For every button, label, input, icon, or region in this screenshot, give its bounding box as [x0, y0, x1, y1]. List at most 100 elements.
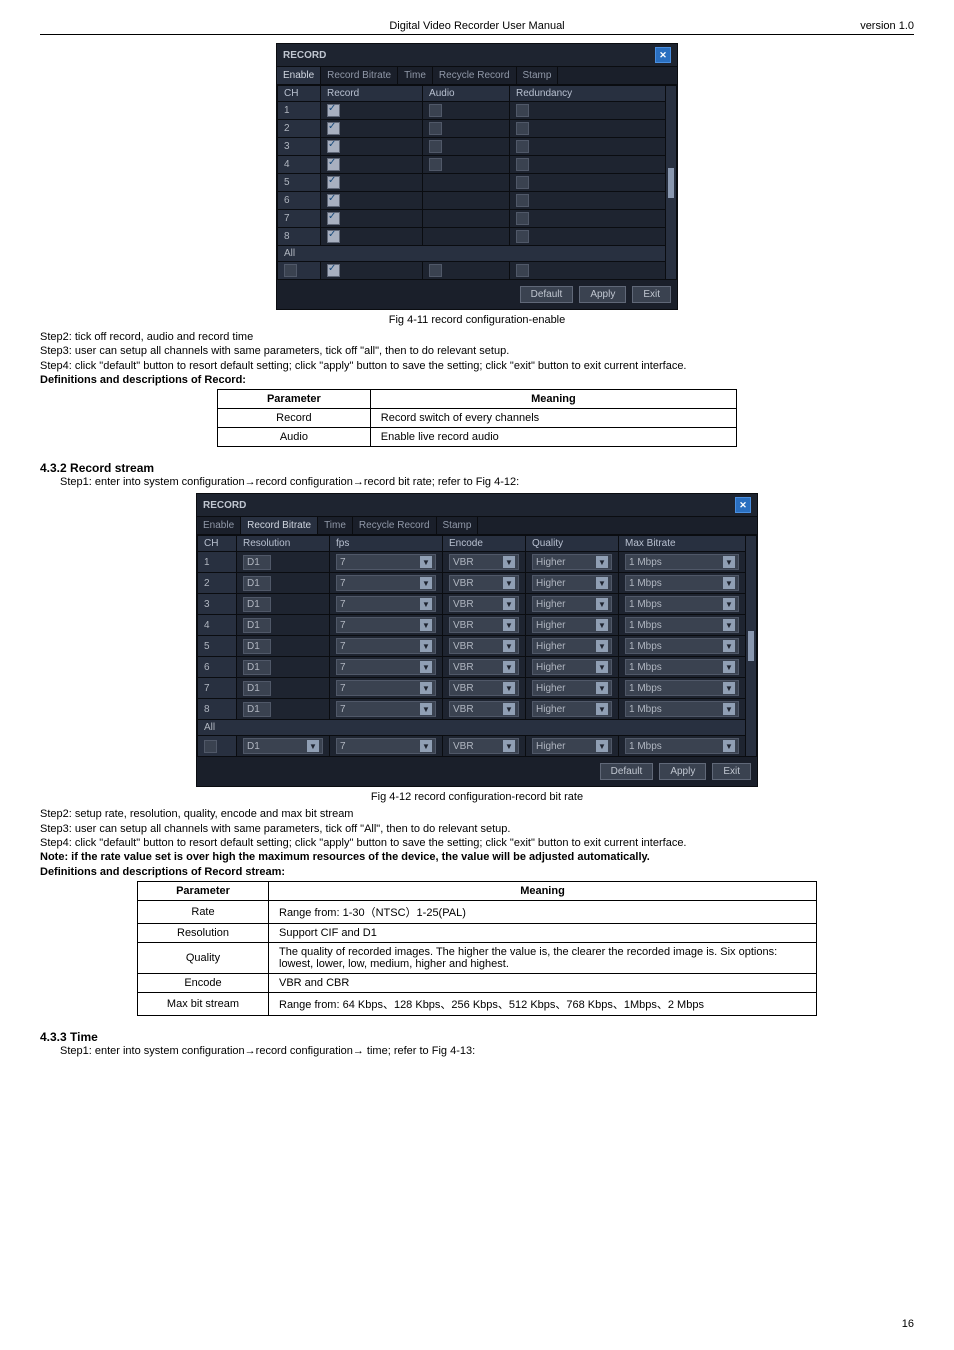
quality-select[interactable]: Higher▼ — [532, 575, 612, 591]
tab-record-bitrate[interactable]: Record Bitrate — [241, 517, 318, 534]
table-cell: Range from: 64 Kbps、128 Kbps、256 Kbps、51… — [269, 992, 817, 1015]
record-checkbox[interactable] — [327, 140, 340, 153]
exit-button[interactable]: Exit — [632, 286, 671, 303]
tab-stamp[interactable]: Stamp — [437, 517, 479, 534]
maxbitrate-select[interactable]: 1 Mbps▼ — [625, 596, 739, 612]
redundancy-all-checkbox[interactable] — [516, 264, 529, 277]
encode-select[interactable]: VBR▼ — [449, 701, 519, 717]
redundancy-checkbox[interactable] — [516, 104, 529, 117]
default-button[interactable]: Default — [600, 763, 654, 780]
encode-select[interactable]: VBR▼ — [449, 659, 519, 675]
encode-select[interactable]: VBR▼ — [449, 617, 519, 633]
fps-select[interactable]: 7▼ — [336, 617, 436, 633]
col-fps: fps — [330, 536, 443, 552]
quality-select[interactable]: Higher▼ — [532, 554, 612, 570]
fps-select[interactable]: 7▼ — [336, 659, 436, 675]
close-icon[interactable]: ✕ — [735, 497, 751, 513]
redundancy-checkbox[interactable] — [516, 122, 529, 135]
record-checkbox[interactable] — [327, 194, 340, 207]
quality-select[interactable]: Higher▼ — [532, 617, 612, 633]
ch-label: 2 — [278, 120, 321, 138]
fps-all-select[interactable]: 7▼ — [336, 738, 436, 754]
all-checkbox[interactable] — [204, 740, 217, 753]
tab-stamp[interactable]: Stamp — [517, 67, 559, 84]
quality-select[interactable]: Higher▼ — [532, 680, 612, 696]
record-checkbox[interactable] — [327, 158, 340, 171]
record-definitions-table: ParameterMeaning RecordRecord switch of … — [217, 389, 737, 447]
apply-button[interactable]: Apply — [579, 286, 626, 303]
fps-select[interactable]: 7▼ — [336, 554, 436, 570]
record-checkbox[interactable] — [327, 212, 340, 225]
all-row: D1▼ 7▼ VBR▼ Higher▼ 1 Mbps▼ — [198, 736, 757, 757]
ch-label: 6 — [278, 192, 321, 210]
maxbitrate-all-select[interactable]: 1 Mbps▼ — [625, 738, 739, 754]
manual-title: Digital Video Recorder User Manual — [140, 20, 814, 32]
tab-record-bitrate[interactable]: Record Bitrate — [321, 67, 398, 84]
quality-select[interactable]: Higher▼ — [532, 638, 612, 654]
tab-enable[interactable]: Enable — [277, 67, 321, 84]
encode-select[interactable]: VBR▼ — [449, 554, 519, 570]
tab-recycle-record[interactable]: Recycle Record — [433, 67, 517, 84]
encode-select[interactable]: VBR▼ — [449, 596, 519, 612]
quality-select[interactable]: Higher▼ — [532, 596, 612, 612]
tab-time[interactable]: Time — [398, 67, 433, 84]
maxbitrate-select[interactable]: 1 Mbps▼ — [625, 575, 739, 591]
ch-label: 8 — [278, 228, 321, 246]
tab-enable[interactable]: Enable — [197, 517, 241, 534]
table-row: 5D17▼VBR▼Higher▼1 Mbps▼ — [198, 636, 757, 657]
maxbitrate-select[interactable]: 1 Mbps▼ — [625, 554, 739, 570]
step-text: Step1: enter into system configuration→r… — [60, 1044, 914, 1058]
audio-checkbox[interactable] — [429, 122, 442, 135]
all-checkbox[interactable] — [284, 264, 297, 277]
step-text: Step3: user can setup all channels with … — [40, 822, 914, 836]
apply-button[interactable]: Apply — [659, 763, 706, 780]
audio-checkbox[interactable] — [429, 140, 442, 153]
record-checkbox[interactable] — [327, 122, 340, 135]
quality-select[interactable]: Higher▼ — [532, 659, 612, 675]
record-checkbox[interactable] — [327, 230, 340, 243]
encode-select[interactable]: VBR▼ — [449, 575, 519, 591]
record-checkbox[interactable] — [327, 104, 340, 117]
redundancy-checkbox[interactable] — [516, 194, 529, 207]
scrollbar[interactable] — [746, 536, 757, 757]
all-label: All — [198, 720, 746, 736]
dialog-tabs: Enable Record Bitrate Time Recycle Recor… — [277, 66, 677, 85]
encode-all-select[interactable]: VBR▼ — [449, 738, 519, 754]
audio-all-checkbox[interactable] — [429, 264, 442, 277]
redundancy-checkbox[interactable] — [516, 176, 529, 189]
maxbitrate-select[interactable]: 1 Mbps▼ — [625, 638, 739, 654]
col-maxbitrate: Max Bitrate — [619, 536, 746, 552]
record-all-checkbox[interactable] — [327, 264, 340, 277]
default-button[interactable]: Default — [520, 286, 574, 303]
redundancy-checkbox[interactable] — [516, 140, 529, 153]
resolution-all-select[interactable]: D1▼ — [243, 738, 323, 754]
maxbitrate-select[interactable]: 1 Mbps▼ — [625, 680, 739, 696]
maxbitrate-select[interactable]: 1 Mbps▼ — [625, 659, 739, 675]
quality-select[interactable]: Higher▼ — [532, 701, 612, 717]
audio-checkbox[interactable] — [429, 104, 442, 117]
record-checkbox[interactable] — [327, 176, 340, 189]
tab-recycle-record[interactable]: Recycle Record — [353, 517, 437, 534]
exit-button[interactable]: Exit — [712, 763, 751, 780]
fps-select[interactable]: 7▼ — [336, 680, 436, 696]
fps-select[interactable]: 7▼ — [336, 575, 436, 591]
tab-time[interactable]: Time — [318, 517, 353, 534]
quality-all-select[interactable]: Higher▼ — [532, 738, 612, 754]
audio-checkbox[interactable] — [429, 158, 442, 171]
table-row: 7D17▼VBR▼Higher▼1 Mbps▼ — [198, 678, 757, 699]
fps-select[interactable]: 7▼ — [336, 701, 436, 717]
close-icon[interactable]: ✕ — [655, 47, 671, 63]
ch-label: 4 — [278, 156, 321, 174]
redundancy-checkbox[interactable] — [516, 212, 529, 225]
fps-select[interactable]: 7▼ — [336, 638, 436, 654]
maxbitrate-select[interactable]: 1 Mbps▼ — [625, 701, 739, 717]
redundancy-checkbox[interactable] — [516, 230, 529, 243]
redundancy-checkbox[interactable] — [516, 158, 529, 171]
scrollbar[interactable] — [666, 86, 677, 280]
figure-caption: Fig 4-12 record configuration-record bit… — [40, 791, 914, 803]
maxbitrate-select[interactable]: 1 Mbps▼ — [625, 617, 739, 633]
encode-select[interactable]: VBR▼ — [449, 638, 519, 654]
encode-select[interactable]: VBR▼ — [449, 680, 519, 696]
step-text: Step2: setup rate, resolution, quality, … — [40, 807, 914, 821]
fps-select[interactable]: 7▼ — [336, 596, 436, 612]
